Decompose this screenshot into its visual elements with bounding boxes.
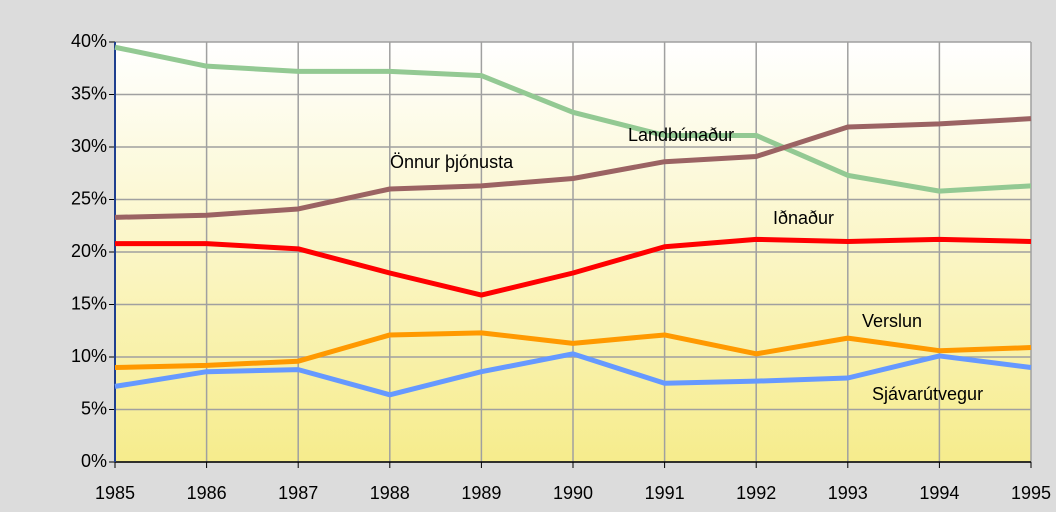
series-line [114,330,1032,370]
y-tick-label: 0% [81,451,107,471]
y-tick-label: 20% [71,241,107,261]
y-tick-label: 5% [81,398,107,418]
y-tick-label: 35% [71,83,107,103]
series-line [114,116,1032,220]
series-line [114,351,1032,398]
x-tick-label: 1987 [278,483,318,503]
grid [109,41,1032,468]
x-tick-label: 1994 [919,483,959,503]
x-tick-label: 1992 [736,483,776,503]
series-label: Önnur þjónusta [390,152,514,172]
series-label: Verslun [862,311,922,331]
y-tick-label: 10% [71,346,107,366]
x-tick-label: 1988 [370,483,410,503]
series-label: Sjávarútvegur [872,384,983,404]
x-tick-label: 1991 [645,483,685,503]
x-tick-label: 1995 [1011,483,1051,503]
y-tick-label: 25% [71,188,107,208]
x-tick-label: 1993 [828,483,868,503]
x-tick-label: 1985 [95,483,135,503]
y-tick-label: 30% [71,136,107,156]
series-line [115,236,1032,298]
x-tick-label: 1986 [187,483,227,503]
x-tick-label: 1989 [461,483,501,503]
series-label: Iðnaður [773,208,834,228]
y-tick-label: 15% [71,293,107,313]
series-lines [114,44,1032,398]
y-tick-label: 40% [71,31,107,51]
x-tick-label: 1990 [553,483,593,503]
series-label: Landbúnaður [628,125,734,145]
labels: 0% 5% 10% 15% 20% 25% 30% 35% 40% 1985 1986 1987 198… [71,31,1051,503]
series-line [114,44,1032,194]
